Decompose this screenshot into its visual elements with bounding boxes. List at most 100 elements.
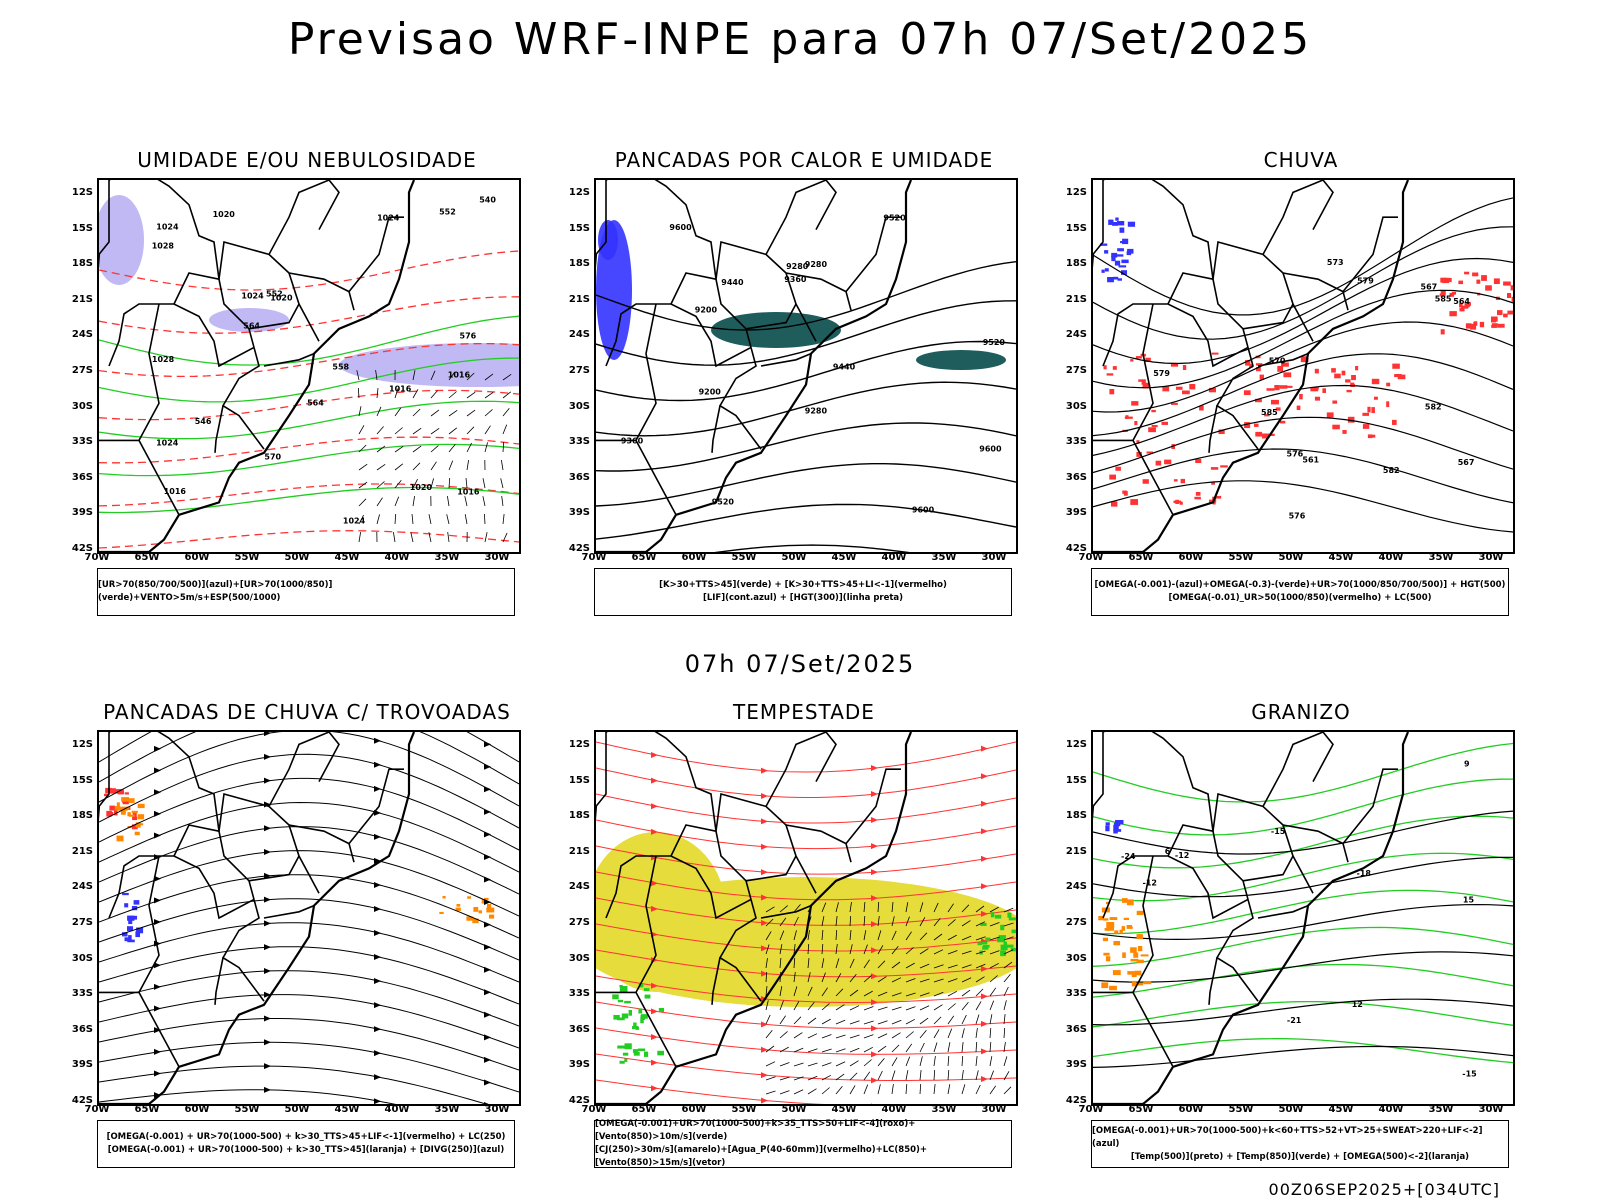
- wind-vector: [933, 902, 939, 913]
- rain-blue: [1121, 270, 1128, 275]
- contour-label: 579: [1153, 369, 1170, 378]
- thunder-orange: [466, 916, 473, 921]
- legend-box: [OMEGA(-0.001)-(azul)+OMEGA(-0.3)-(verde…: [1091, 568, 1509, 616]
- rain-red: [1351, 375, 1356, 381]
- rain-red: [1162, 386, 1170, 392]
- contour-label: 9280: [805, 260, 828, 269]
- wind-vector: [1003, 1086, 1012, 1095]
- border-line: [1132, 303, 1174, 516]
- omega-orange: [1121, 898, 1128, 903]
- wind-vector: [807, 972, 811, 983]
- contour-label: 1016: [164, 487, 187, 496]
- wind-850-green: [641, 1014, 648, 1019]
- rain-blue: [1111, 252, 1118, 258]
- lat-tick-label: 27S: [71, 917, 93, 928]
- coastline: [596, 732, 913, 1104]
- wind-vector: [947, 978, 958, 983]
- wind-vector: [412, 389, 419, 399]
- lc-250-streamline-arrow: [154, 854, 161, 861]
- wind-vector: [502, 391, 512, 399]
- wind-vector: [975, 950, 986, 955]
- rain-red: [1122, 490, 1127, 494]
- rain-red: [1112, 366, 1117, 370]
- wind-vector: [975, 963, 986, 969]
- wind-vector: [779, 1031, 788, 1039]
- rain-red: [1350, 382, 1355, 386]
- lc-850-streamline-arrow: [651, 1008, 658, 1015]
- lc-250-streamline-arrow: [484, 763, 491, 770]
- legend-line: [OMEGA(-0.001)-(azul)+OMEGA(-0.3)-(verde…: [1094, 580, 1506, 590]
- omega-orange: [1130, 958, 1139, 962]
- border-line: [268, 180, 340, 342]
- wind-vector: [807, 1033, 818, 1039]
- rain-red: [1296, 405, 1301, 411]
- wind-vector: [821, 1087, 830, 1095]
- rain-red: [1464, 271, 1470, 275]
- rain-red: [1314, 368, 1319, 374]
- wind-vector: [891, 1057, 898, 1067]
- omega-orange: [1102, 937, 1109, 942]
- rain-red: [1136, 440, 1140, 444]
- wind-vector: [891, 1070, 896, 1081]
- lat-tick-label: 39S: [568, 1059, 590, 1071]
- lat-tick-label: 33S: [71, 436, 93, 448]
- omega-orange: [1140, 954, 1149, 957]
- lc-250-streamline-arrow: [484, 1056, 491, 1063]
- lon-tick-label: 70W: [84, 552, 110, 563]
- thunder-orange: [467, 896, 471, 899]
- lc-250-streamline-arrow: [154, 1005, 161, 1012]
- wind-vector: [975, 921, 986, 927]
- border-line: [248, 303, 300, 330]
- lc-850-streamline: [596, 897, 1016, 926]
- rain-blue: [1117, 248, 1124, 252]
- rain-red: [1161, 421, 1168, 425]
- wind-vector: [891, 930, 897, 941]
- wind-vector: [975, 1056, 978, 1067]
- wind-vector: [919, 932, 928, 941]
- wind-vector: [877, 1084, 881, 1095]
- lat-tick-label: 42S: [1065, 543, 1087, 554]
- wind-vector: [989, 1056, 993, 1067]
- contour-label: 1024: [343, 517, 366, 526]
- wind-vector: [502, 424, 508, 435]
- rain-red: [1151, 409, 1156, 413]
- wind-vector: [961, 1042, 964, 1053]
- border-line: [348, 768, 404, 845]
- lat-tick-label: 24S: [71, 881, 93, 893]
- contour-label: 9600: [979, 445, 1002, 454]
- wind-850-green: [612, 994, 619, 1000]
- wind-vector: [357, 387, 360, 399]
- wind-vector: [947, 1084, 951, 1095]
- rain-red: [1386, 382, 1391, 387]
- lat-tick-label: 30S: [1065, 952, 1087, 964]
- lc-250-streamline-arrow: [264, 732, 271, 737]
- lon-tick-label: 50W: [1278, 1104, 1304, 1115]
- wind-vector: [779, 957, 782, 969]
- omega-orange: [1137, 946, 1143, 952]
- lc-850-streamline: [596, 1053, 1016, 1081]
- wind-vector: [765, 986, 768, 997]
- lat-tick-label: 33S: [568, 436, 590, 448]
- wind-vector: [430, 409, 440, 417]
- border-line: [214, 957, 224, 1005]
- contour-label: 570: [1269, 356, 1286, 365]
- wind-vector: [484, 425, 491, 435]
- border-line: [715, 792, 767, 832]
- temp-500-black: [1093, 951, 1513, 983]
- wind-850-green: [637, 1048, 646, 1052]
- lc-850-streamline-arrow: [981, 1075, 988, 1082]
- legend-line: [UR>70(850/700/500)](azul)+[UR>70(1000/8…: [98, 580, 333, 603]
- wind-vector: [933, 933, 943, 941]
- wind-vector: [863, 1084, 869, 1095]
- lc-250-streamline-arrow: [264, 849, 271, 856]
- wind-850-green: [624, 1000, 631, 1004]
- border-line: [765, 732, 837, 894]
- contour-label: 561: [1302, 456, 1319, 465]
- border-line: [218, 240, 270, 280]
- thunder-orange: [478, 910, 482, 914]
- wind-vector: [877, 901, 880, 913]
- wind-vector: [989, 1041, 992, 1053]
- wind-vector: [430, 370, 436, 381]
- omega-orange: [1114, 930, 1119, 934]
- wind-vector: [394, 427, 403, 435]
